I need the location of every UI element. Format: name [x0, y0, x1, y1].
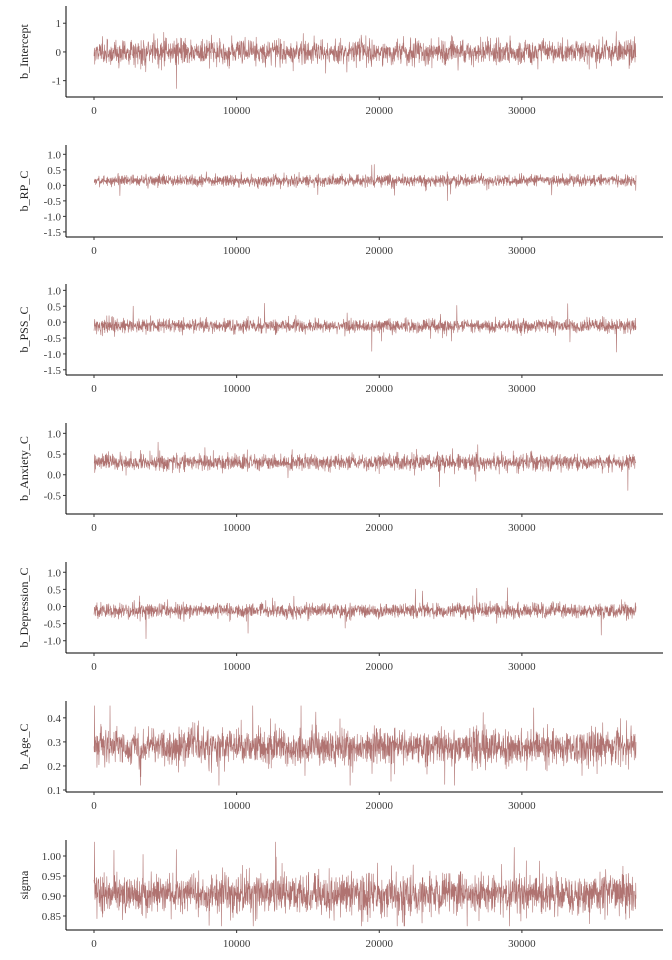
x-tick-label: 30000 — [508, 105, 536, 117]
x-tick-label: 0 — [91, 522, 97, 534]
trace-panel-2: -1.5 -1.0 -0.5 0.0 0.5 1.0 0 10000 20000 30000 b_R… — [17, 145, 663, 257]
trace-panel-7: 0.85 0.90 0.95 1.00 0 10000 20000 30000 sigma — [17, 840, 663, 950]
x-tick-label: 20000 — [366, 383, 394, 395]
y-tick-label: 0.3 — [47, 737, 61, 749]
y-tick-label: 1.0 — [47, 428, 61, 440]
x-tick-label: 10000 — [223, 105, 251, 117]
y-tick-label: 0.4 — [47, 713, 61, 725]
y-tick-label: -1 — [52, 76, 61, 88]
x-tick-label: 30000 — [508, 383, 536, 395]
x-tick-label: 30000 — [508, 661, 536, 673]
y-tick-label: -1.5 — [44, 227, 62, 239]
x-tick-label: 20000 — [366, 938, 394, 950]
x-tick-label: 0 — [91, 383, 97, 395]
x-tick-label: 0 — [91, 800, 97, 812]
y-axis-title: b_Age_C — [17, 724, 31, 770]
trace-line — [93, 841, 637, 927]
trace-line — [93, 164, 637, 201]
y-tick-label: 0.95 — [42, 871, 62, 883]
y-tick-label: 0.90 — [42, 891, 62, 903]
y-tick-label: 0.5 — [47, 449, 61, 461]
trace-line — [93, 441, 637, 491]
y-tick-label: -0.5 — [44, 619, 62, 631]
y-axis-title: sigma — [17, 870, 31, 899]
y-tick-label: 0.0 — [47, 470, 61, 482]
x-tick-label: 20000 — [366, 105, 394, 117]
trace-line — [93, 303, 637, 353]
y-axis-title: b_Intercept — [17, 24, 31, 79]
y-axis-title: b_Depression_C — [17, 568, 31, 648]
y-tick-label: 0.0 — [47, 317, 61, 329]
y-tick-label: -1.5 — [44, 365, 62, 377]
y-tick-label: 0.2 — [47, 761, 61, 773]
y-tick-label: 0.5 — [47, 584, 61, 596]
x-tick-label: 0 — [91, 938, 97, 950]
x-tick-label: 10000 — [223, 245, 251, 257]
x-tick-label: 10000 — [223, 522, 251, 534]
x-tick-label: 30000 — [508, 245, 536, 257]
x-tick-label: 20000 — [366, 522, 394, 534]
y-tick-label: -1.0 — [44, 636, 62, 648]
trace-panel-6: 0.1 0.2 0.3 0.4 0 10000 20000 30000 b_Age_C — [17, 701, 663, 812]
y-tick-label: -0.5 — [44, 490, 62, 502]
x-tick-label: 0 — [91, 661, 97, 673]
x-tick-label: 30000 — [508, 938, 536, 950]
y-axis-title: b_RP_C — [17, 171, 31, 212]
y-tick-label: -1.0 — [44, 349, 62, 361]
y-tick-label: 0.1 — [47, 785, 61, 797]
y-tick-label: 0.0 — [47, 602, 61, 614]
y-tick-label: 0.5 — [47, 165, 61, 177]
y-tick-label: 0.0 — [47, 180, 61, 192]
trace-panel-5: -1.0 -0.5 0.0 0.5 1.0 0 10000 20000 30000 b_Depre… — [17, 562, 663, 673]
x-tick-label: 30000 — [508, 522, 536, 534]
trace-panel-4: -0.5 0.0 0.5 1.0 0 10000 20000 30000 b_Anxiety_C — [17, 423, 663, 534]
y-tick-label: -0.5 — [44, 333, 62, 345]
y-tick-label: 0 — [56, 47, 62, 59]
x-tick-label: 20000 — [366, 661, 394, 673]
y-tick-label: 1 — [56, 18, 62, 30]
x-tick-label: 20000 — [366, 800, 394, 812]
x-tick-label: 0 — [91, 245, 97, 257]
trace-line — [93, 587, 637, 639]
x-tick-label: 10000 — [223, 800, 251, 812]
y-axis-title: b_PSS_C — [17, 306, 31, 352]
x-tick-label: 20000 — [366, 245, 394, 257]
y-tick-label: 1.0 — [47, 285, 61, 297]
y-tick-label: 0.5 — [47, 301, 61, 313]
x-tick-label: 0 — [91, 105, 97, 117]
x-tick-label: 10000 — [223, 938, 251, 950]
y-tick-label: 1.00 — [42, 851, 62, 863]
y-tick-label: 1.0 — [47, 149, 61, 161]
x-tick-label: 10000 — [223, 383, 251, 395]
trace-line — [93, 31, 637, 89]
trace-line — [93, 705, 637, 786]
y-tick-label: -1.0 — [44, 211, 62, 223]
trace-panel-1: -1 0 1 0 10000 20000 30000 b_Intercept — [17, 6, 663, 117]
y-tick-label: 1.0 — [47, 567, 61, 579]
y-tick-label: 0.85 — [42, 911, 62, 923]
x-tick-label: 30000 — [508, 800, 536, 812]
y-tick-label: -0.5 — [44, 196, 62, 208]
y-axis-title: b_Anxiety_C — [17, 436, 31, 501]
trace-panel-3: -1.5 -1.0 -0.5 0.0 0.5 1.0 0 10000 20000 30000 b_P… — [17, 284, 663, 395]
x-tick-label: 10000 — [223, 661, 251, 673]
